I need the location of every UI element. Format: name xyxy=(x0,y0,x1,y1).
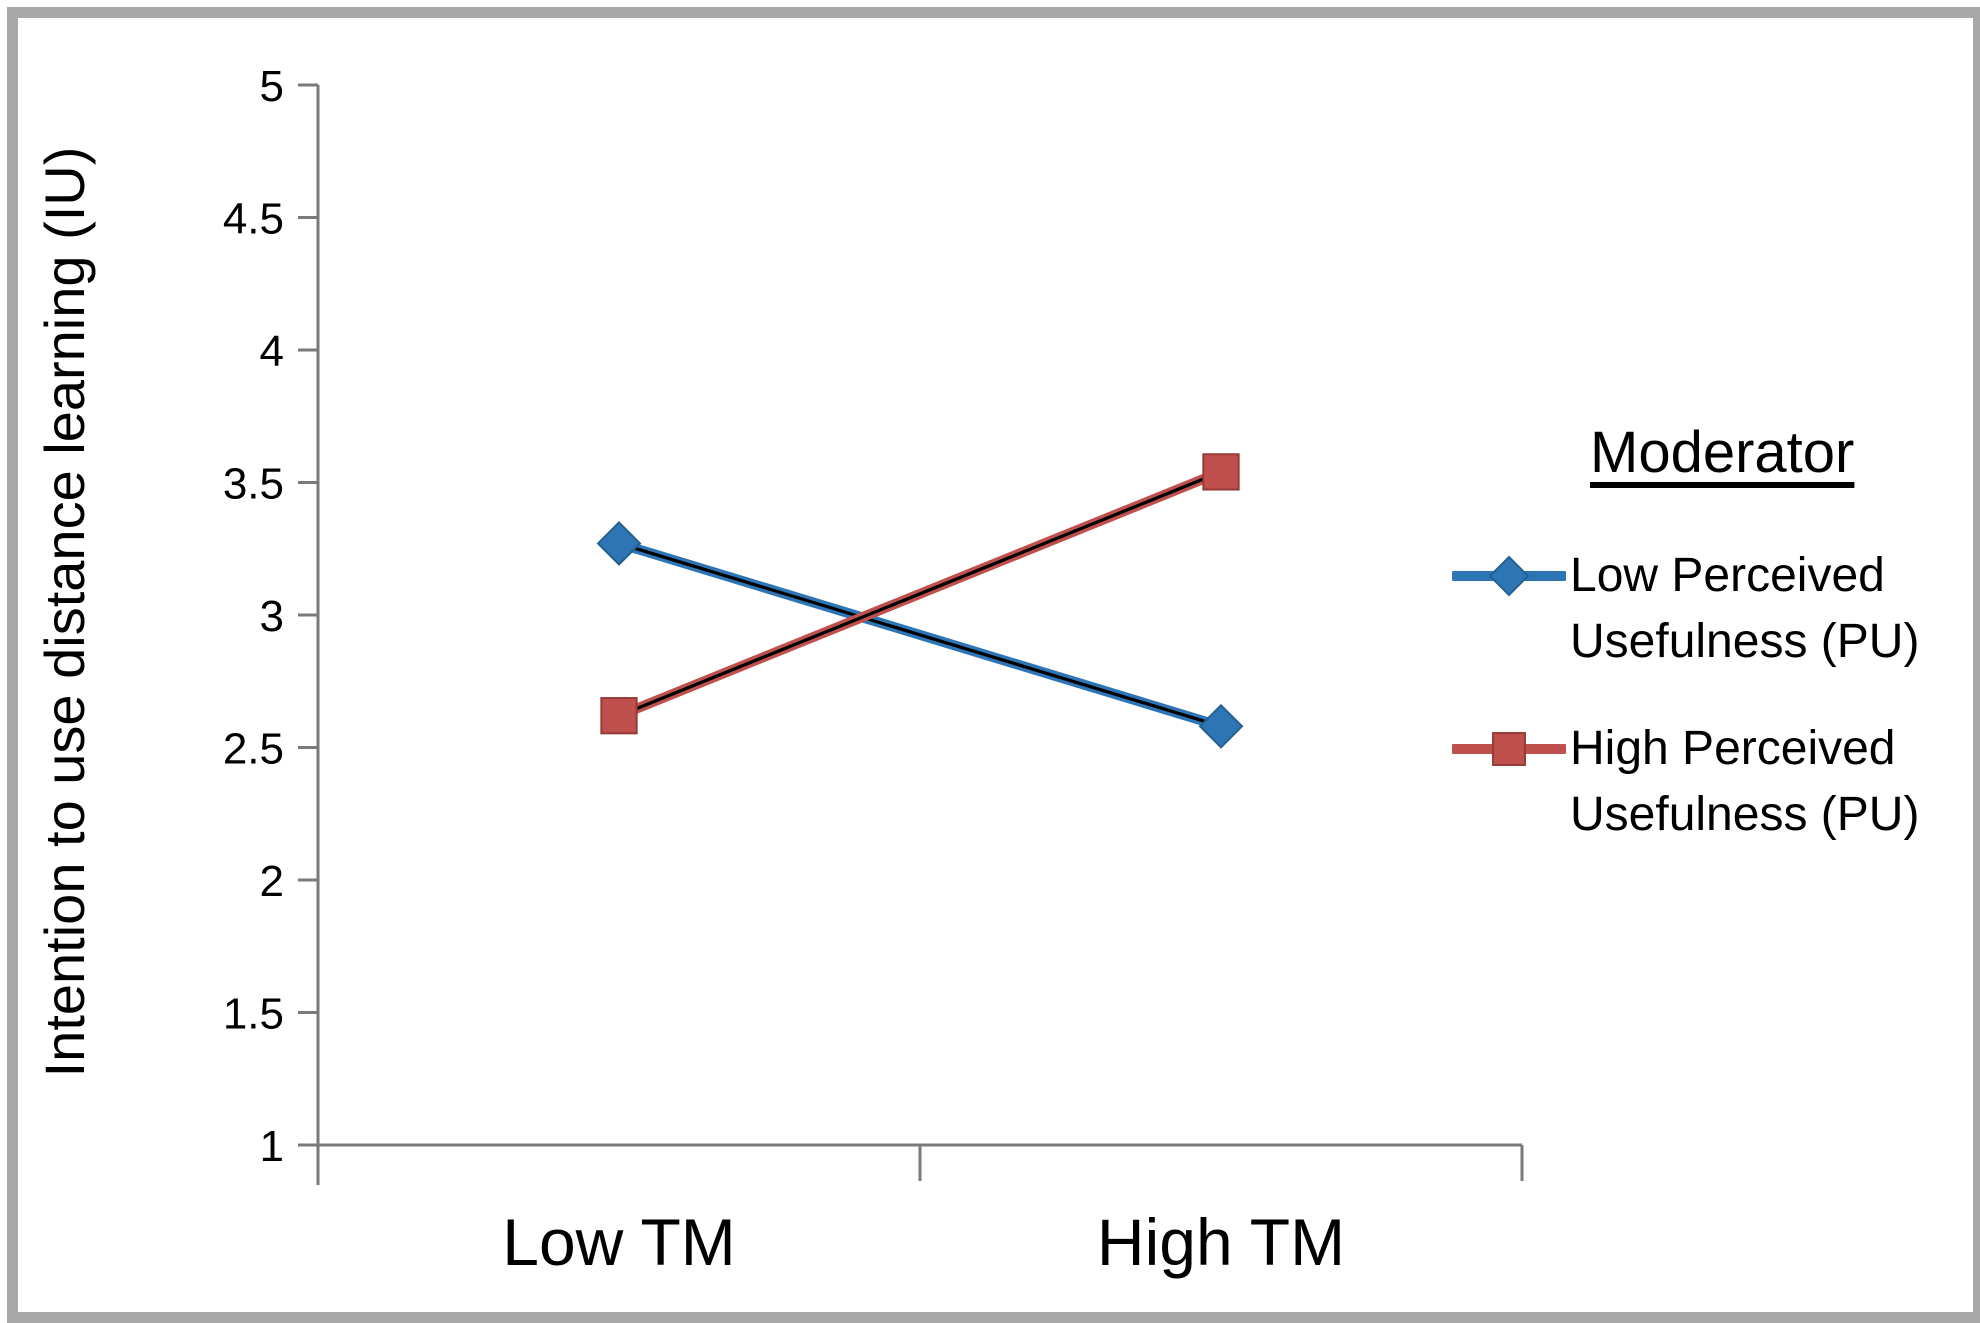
y-tick-label: 1 xyxy=(260,1122,284,1171)
legend-swatch-low-pu-icon xyxy=(1452,555,1566,597)
y-tick-label: 2.5 xyxy=(223,725,284,774)
y-tick-label: 3.5 xyxy=(223,460,284,509)
legend-label-low-pu-line2: Usefulness (PU) xyxy=(1570,615,1920,668)
x-axis-label-low-tm: Low TM xyxy=(502,1205,736,1279)
axes-layer: 5 4.5 4 3.5 3 2.5 2 1.5 1 xyxy=(223,62,1524,1185)
legend-label-high-pu-line1: High Perceived xyxy=(1570,722,1896,775)
series-line-core-0 xyxy=(617,541,1223,728)
y-tick-label: 4.5 xyxy=(223,195,284,244)
legend-title: Moderator xyxy=(1590,420,1855,485)
series-0-marker-1 xyxy=(1198,703,1244,749)
series-0-marker-0 xyxy=(596,521,642,566)
legend-label-low-pu-line1: Low Perceived xyxy=(1570,549,1885,602)
x-axis-label-high-tm: High TM xyxy=(1097,1205,1345,1279)
legend-swatch-marker xyxy=(1488,555,1530,597)
series-1-marker-0 xyxy=(600,697,638,735)
legend-item-high-pu: High Perceived Usefulness (PU) xyxy=(1452,716,1919,848)
y-tick-label: 3 xyxy=(260,592,284,641)
y-tick-label: 1.5 xyxy=(223,990,284,1039)
series-1-marker-1 xyxy=(1202,453,1240,491)
y-axis-title: Intention to use distance learning (IU) xyxy=(33,147,96,1078)
series-line-core-1 xyxy=(617,470,1223,718)
legend-swatch-marker xyxy=(1492,732,1526,766)
legend-item-low-pu: Low Perceived Usefulness (PU) xyxy=(1452,543,1919,675)
legend-label-high-pu-line2: Usefulness (PU) xyxy=(1570,788,1920,841)
y-tick-label: 2 xyxy=(260,857,284,906)
series-layer xyxy=(596,453,1244,749)
y-tick-label: 5 xyxy=(260,62,284,111)
legend-swatch-high-pu-icon xyxy=(1452,732,1566,766)
y-tick-label: 4 xyxy=(260,327,284,376)
